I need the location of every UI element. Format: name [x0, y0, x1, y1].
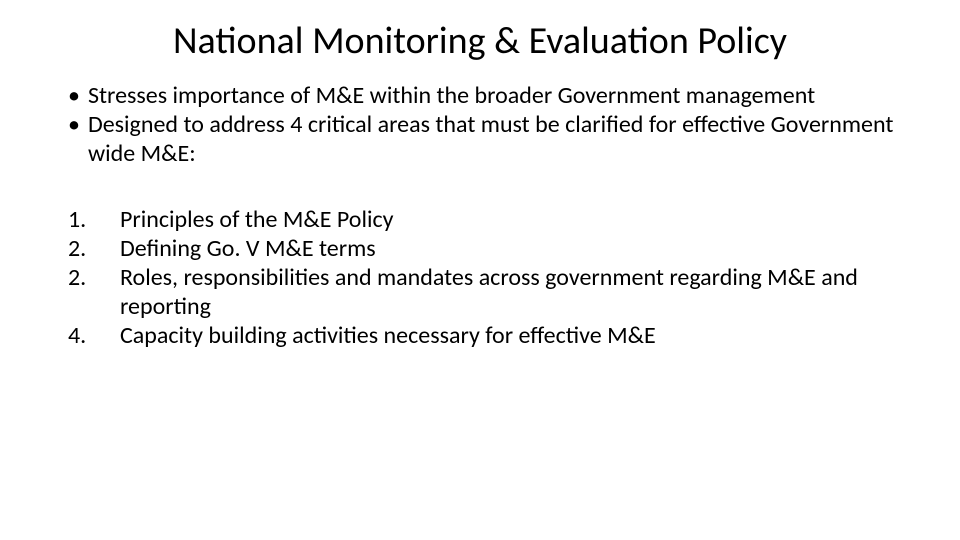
- list-item: 2. Defining Go. V M&E terms: [68, 235, 900, 264]
- number-marker: 1.: [68, 206, 120, 235]
- bullet-item: • Stresses importance of M&E within the …: [68, 82, 900, 111]
- numbered-list: 1. Principles of the M&E Policy 2. Defin…: [68, 206, 900, 350]
- list-text: Principles of the M&E Policy: [120, 206, 900, 235]
- bullet-text: Designed to address 4 critical areas tha…: [88, 111, 900, 169]
- number-marker: 2.: [68, 235, 120, 264]
- list-item: 4. Capacity building activities necessar…: [68, 322, 900, 351]
- list-text: Capacity building activities necessary f…: [120, 322, 900, 351]
- slide-container: National Monitoring & Evaluation Policy …: [0, 0, 960, 540]
- list-item: 2. Roles, responsibilities and mandates …: [68, 264, 900, 322]
- bullet-marker-icon: •: [68, 111, 80, 140]
- bullet-text: Stresses importance of M&E within the br…: [88, 82, 900, 111]
- bullet-list: • Stresses importance of M&E within the …: [68, 82, 900, 168]
- bullet-item: • Designed to address 4 critical areas t…: [68, 111, 900, 169]
- list-item: 1. Principles of the M&E Policy: [68, 206, 900, 235]
- bullet-marker-icon: •: [68, 82, 80, 111]
- slide-title: National Monitoring & Evaluation Policy: [60, 18, 900, 64]
- number-marker: 4.: [68, 322, 120, 351]
- number-marker: 2.: [68, 264, 120, 293]
- list-text: Roles, responsibilities and mandates acr…: [120, 264, 900, 322]
- list-text: Defining Go. V M&E terms: [120, 235, 900, 264]
